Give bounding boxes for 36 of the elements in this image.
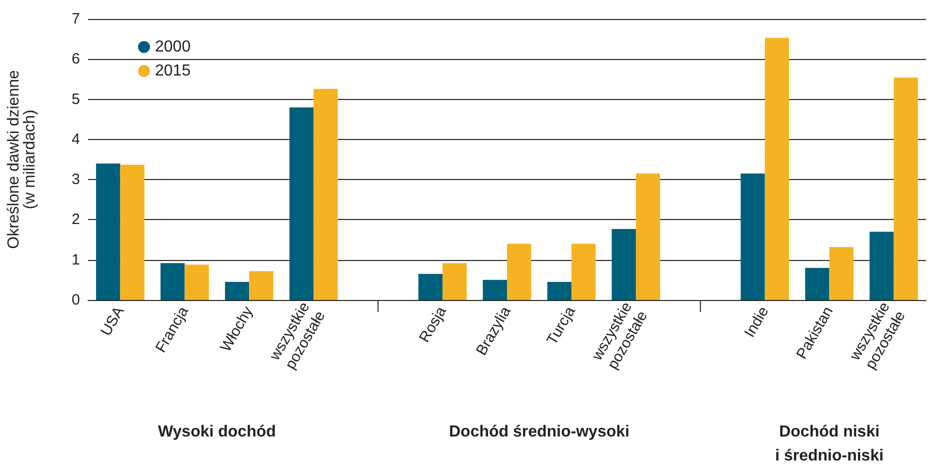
y-axis-title: Określone dawki dzienne (w miliardach) [6,70,38,249]
text: Dochód średnio-wysoki [448,424,630,440]
text: Dochód niski i średnio-niski [775,424,884,464]
legend-label: 2015 [155,62,191,80]
y-tick-label: 2 [72,211,80,228]
bar [289,107,314,300]
y-tick-label: 5 [72,90,80,108]
bar [184,264,209,300]
y-tick-label: 0 [72,292,80,308]
bar [120,164,144,300]
y-tick-label: 4 [72,130,80,148]
bar [740,174,765,300]
bar [418,274,443,300]
bar [442,263,467,300]
bar [249,271,274,300]
bar [829,247,854,300]
bar [870,232,894,300]
bar [636,174,660,300]
bar [96,164,120,300]
bar [571,244,596,300]
bar [547,282,572,300]
y-tick-label: 7 [72,10,80,28]
bar [612,228,636,300]
bar [764,38,790,300]
y-tick-label: 1 [72,251,80,268]
text: Wysoki dochód [158,424,276,440]
legend-label: 2000 [155,38,191,56]
bar [805,268,830,300]
bar [160,263,185,300]
bar [482,280,507,300]
bar [894,78,918,300]
bar [314,88,338,300]
bar [507,244,532,300]
bar [224,282,250,300]
y-tick-label: 6 [72,50,80,68]
y-tick-label: 3 [72,171,80,188]
